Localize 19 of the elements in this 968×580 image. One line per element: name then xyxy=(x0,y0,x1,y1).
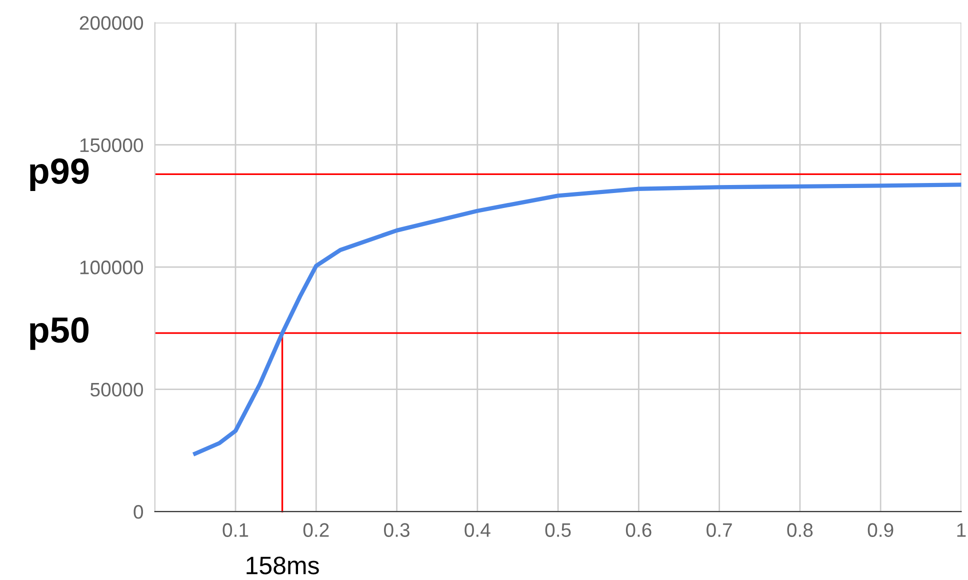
x-tick-label: 1 xyxy=(957,523,966,537)
y-tick-label: 150000 xyxy=(80,138,144,152)
x-tick-label: 0.2 xyxy=(303,523,329,537)
x-tick-label: 0.4 xyxy=(464,523,490,537)
y-tick-label: 50000 xyxy=(90,382,144,397)
y-tick-label: 0 xyxy=(134,505,144,519)
x-tick-label: 0.7 xyxy=(706,523,732,537)
x-tick-label: 0.9 xyxy=(868,523,894,537)
line-series xyxy=(193,182,962,456)
ref-line-label: 158ms xyxy=(246,556,319,574)
y-tick-label: 100000 xyxy=(80,260,144,274)
x-tick-label: 0.6 xyxy=(626,523,652,537)
x-tick-label: 0.8 xyxy=(787,523,813,537)
x-tick-label: 0.3 xyxy=(384,523,410,537)
x-tick-label: 0.1 xyxy=(222,523,248,537)
ref-line-label: p50 xyxy=(30,317,89,350)
ref-line-label: p99 xyxy=(30,158,89,192)
y-tick-label: 200000 xyxy=(80,16,144,30)
x-tick-label: 0.5 xyxy=(545,523,571,537)
